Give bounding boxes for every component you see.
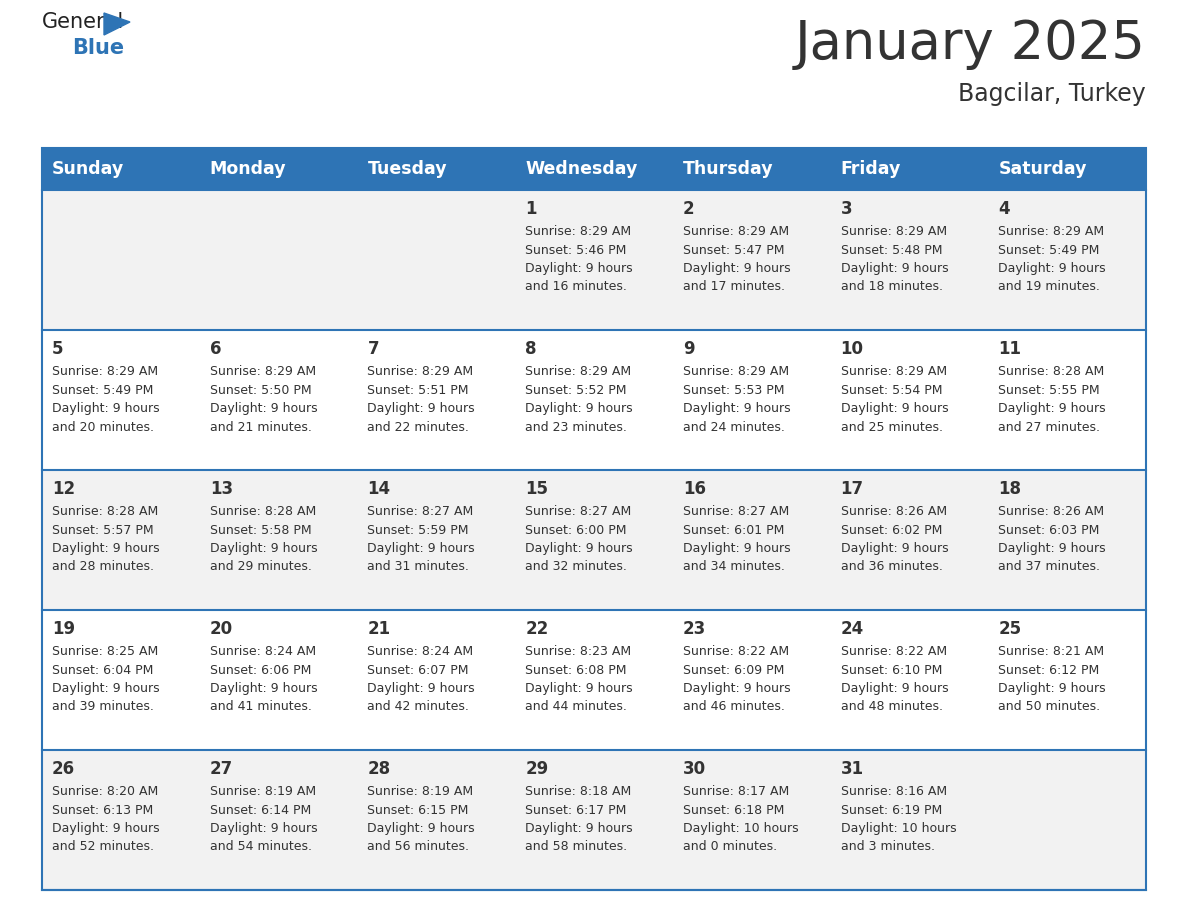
Text: Sunrise: 8:24 AM
Sunset: 6:07 PM
Daylight: 9 hours
and 42 minutes.: Sunrise: 8:24 AM Sunset: 6:07 PM Dayligh…: [367, 645, 475, 713]
Text: Sunrise: 8:29 AM
Sunset: 5:50 PM
Daylight: 9 hours
and 21 minutes.: Sunrise: 8:29 AM Sunset: 5:50 PM Dayligh…: [210, 365, 317, 433]
Text: 28: 28: [367, 760, 391, 778]
Text: 8: 8: [525, 340, 537, 358]
Text: General: General: [42, 12, 125, 32]
Text: Sunrise: 8:29 AM
Sunset: 5:49 PM
Daylight: 9 hours
and 19 minutes.: Sunrise: 8:29 AM Sunset: 5:49 PM Dayligh…: [998, 225, 1106, 294]
Bar: [830, 148, 988, 190]
Text: Tuesday: Tuesday: [367, 160, 447, 178]
Text: 25: 25: [998, 620, 1022, 638]
Text: 21: 21: [367, 620, 391, 638]
Text: Sunrise: 8:27 AM
Sunset: 6:01 PM
Daylight: 9 hours
and 34 minutes.: Sunrise: 8:27 AM Sunset: 6:01 PM Dayligh…: [683, 505, 790, 574]
Bar: [358, 148, 516, 190]
Text: Sunrise: 8:29 AM
Sunset: 5:52 PM
Daylight: 9 hours
and 23 minutes.: Sunrise: 8:29 AM Sunset: 5:52 PM Dayligh…: [525, 365, 633, 433]
Text: January 2025: January 2025: [795, 18, 1146, 70]
Bar: [42, 148, 1146, 890]
Text: 1: 1: [525, 200, 537, 218]
Text: 13: 13: [210, 480, 233, 498]
Text: Sunrise: 8:20 AM
Sunset: 6:13 PM
Daylight: 9 hours
and 52 minutes.: Sunrise: 8:20 AM Sunset: 6:13 PM Dayligh…: [52, 785, 159, 854]
Text: Sunrise: 8:28 AM
Sunset: 5:55 PM
Daylight: 9 hours
and 27 minutes.: Sunrise: 8:28 AM Sunset: 5:55 PM Dayligh…: [998, 365, 1106, 433]
Text: Sunrise: 8:16 AM
Sunset: 6:19 PM
Daylight: 10 hours
and 3 minutes.: Sunrise: 8:16 AM Sunset: 6:19 PM Dayligh…: [841, 785, 956, 854]
Text: 24: 24: [841, 620, 864, 638]
Text: 27: 27: [210, 760, 233, 778]
Text: 19: 19: [52, 620, 75, 638]
Text: 22: 22: [525, 620, 549, 638]
Text: Sunday: Sunday: [52, 160, 125, 178]
Text: 31: 31: [841, 760, 864, 778]
Text: Sunrise: 8:22 AM
Sunset: 6:10 PM
Daylight: 9 hours
and 48 minutes.: Sunrise: 8:22 AM Sunset: 6:10 PM Dayligh…: [841, 645, 948, 713]
Bar: [42, 470, 1146, 610]
Text: 4: 4: [998, 200, 1010, 218]
Text: Sunrise: 8:28 AM
Sunset: 5:57 PM
Daylight: 9 hours
and 28 minutes.: Sunrise: 8:28 AM Sunset: 5:57 PM Dayligh…: [52, 505, 159, 574]
Text: Sunrise: 8:22 AM
Sunset: 6:09 PM
Daylight: 9 hours
and 46 minutes.: Sunrise: 8:22 AM Sunset: 6:09 PM Dayligh…: [683, 645, 790, 713]
Text: Bagcilar, Turkey: Bagcilar, Turkey: [959, 82, 1146, 106]
Text: Sunrise: 8:19 AM
Sunset: 6:15 PM
Daylight: 9 hours
and 56 minutes.: Sunrise: 8:19 AM Sunset: 6:15 PM Dayligh…: [367, 785, 475, 854]
Text: 10: 10: [841, 340, 864, 358]
Text: Sunrise: 8:27 AM
Sunset: 5:59 PM
Daylight: 9 hours
and 31 minutes.: Sunrise: 8:27 AM Sunset: 5:59 PM Dayligh…: [367, 505, 475, 574]
Text: 20: 20: [210, 620, 233, 638]
Text: Sunrise: 8:21 AM
Sunset: 6:12 PM
Daylight: 9 hours
and 50 minutes.: Sunrise: 8:21 AM Sunset: 6:12 PM Dayligh…: [998, 645, 1106, 713]
Text: 9: 9: [683, 340, 695, 358]
Text: 14: 14: [367, 480, 391, 498]
Bar: [42, 190, 1146, 330]
Polygon shape: [105, 13, 129, 35]
Text: Wednesday: Wednesday: [525, 160, 638, 178]
Text: Friday: Friday: [841, 160, 901, 178]
Text: 6: 6: [210, 340, 221, 358]
Bar: [42, 330, 1146, 470]
Bar: [516, 148, 672, 190]
Text: Sunrise: 8:28 AM
Sunset: 5:58 PM
Daylight: 9 hours
and 29 minutes.: Sunrise: 8:28 AM Sunset: 5:58 PM Dayligh…: [210, 505, 317, 574]
Text: 15: 15: [525, 480, 548, 498]
Bar: [42, 610, 1146, 750]
Text: 3: 3: [841, 200, 852, 218]
Text: Sunrise: 8:29 AM
Sunset: 5:51 PM
Daylight: 9 hours
and 22 minutes.: Sunrise: 8:29 AM Sunset: 5:51 PM Dayligh…: [367, 365, 475, 433]
Text: 17: 17: [841, 480, 864, 498]
Bar: [42, 148, 200, 190]
Text: Sunrise: 8:19 AM
Sunset: 6:14 PM
Daylight: 9 hours
and 54 minutes.: Sunrise: 8:19 AM Sunset: 6:14 PM Dayligh…: [210, 785, 317, 854]
Text: Sunrise: 8:26 AM
Sunset: 6:02 PM
Daylight: 9 hours
and 36 minutes.: Sunrise: 8:26 AM Sunset: 6:02 PM Dayligh…: [841, 505, 948, 574]
Text: Sunrise: 8:29 AM
Sunset: 5:47 PM
Daylight: 9 hours
and 17 minutes.: Sunrise: 8:29 AM Sunset: 5:47 PM Dayligh…: [683, 225, 790, 294]
Text: 23: 23: [683, 620, 706, 638]
Text: 5: 5: [52, 340, 63, 358]
Text: Sunrise: 8:23 AM
Sunset: 6:08 PM
Daylight: 9 hours
and 44 minutes.: Sunrise: 8:23 AM Sunset: 6:08 PM Dayligh…: [525, 645, 633, 713]
Text: Sunrise: 8:24 AM
Sunset: 6:06 PM
Daylight: 9 hours
and 41 minutes.: Sunrise: 8:24 AM Sunset: 6:06 PM Dayligh…: [210, 645, 317, 713]
Text: 30: 30: [683, 760, 706, 778]
Text: Sunrise: 8:29 AM
Sunset: 5:53 PM
Daylight: 9 hours
and 24 minutes.: Sunrise: 8:29 AM Sunset: 5:53 PM Dayligh…: [683, 365, 790, 433]
Text: Saturday: Saturday: [998, 160, 1087, 178]
Text: Sunrise: 8:26 AM
Sunset: 6:03 PM
Daylight: 9 hours
and 37 minutes.: Sunrise: 8:26 AM Sunset: 6:03 PM Dayligh…: [998, 505, 1106, 574]
Text: Blue: Blue: [72, 38, 124, 58]
Text: 18: 18: [998, 480, 1022, 498]
Text: Sunrise: 8:17 AM
Sunset: 6:18 PM
Daylight: 10 hours
and 0 minutes.: Sunrise: 8:17 AM Sunset: 6:18 PM Dayligh…: [683, 785, 798, 854]
Bar: [988, 148, 1146, 190]
Text: Thursday: Thursday: [683, 160, 773, 178]
Text: Sunrise: 8:29 AM
Sunset: 5:46 PM
Daylight: 9 hours
and 16 minutes.: Sunrise: 8:29 AM Sunset: 5:46 PM Dayligh…: [525, 225, 633, 294]
Text: Sunrise: 8:25 AM
Sunset: 6:04 PM
Daylight: 9 hours
and 39 minutes.: Sunrise: 8:25 AM Sunset: 6:04 PM Dayligh…: [52, 645, 159, 713]
Text: Sunrise: 8:29 AM
Sunset: 5:49 PM
Daylight: 9 hours
and 20 minutes.: Sunrise: 8:29 AM Sunset: 5:49 PM Dayligh…: [52, 365, 159, 433]
Text: Sunrise: 8:18 AM
Sunset: 6:17 PM
Daylight: 9 hours
and 58 minutes.: Sunrise: 8:18 AM Sunset: 6:17 PM Dayligh…: [525, 785, 633, 854]
Bar: [42, 750, 1146, 890]
Bar: [200, 148, 358, 190]
Text: 12: 12: [52, 480, 75, 498]
Text: 2: 2: [683, 200, 695, 218]
Text: Monday: Monday: [210, 160, 286, 178]
Text: Sunrise: 8:27 AM
Sunset: 6:00 PM
Daylight: 9 hours
and 32 minutes.: Sunrise: 8:27 AM Sunset: 6:00 PM Dayligh…: [525, 505, 633, 574]
Text: 26: 26: [52, 760, 75, 778]
Text: 29: 29: [525, 760, 549, 778]
Text: Sunrise: 8:29 AM
Sunset: 5:54 PM
Daylight: 9 hours
and 25 minutes.: Sunrise: 8:29 AM Sunset: 5:54 PM Dayligh…: [841, 365, 948, 433]
Text: Sunrise: 8:29 AM
Sunset: 5:48 PM
Daylight: 9 hours
and 18 minutes.: Sunrise: 8:29 AM Sunset: 5:48 PM Dayligh…: [841, 225, 948, 294]
Bar: [672, 148, 830, 190]
Text: 11: 11: [998, 340, 1022, 358]
Text: 7: 7: [367, 340, 379, 358]
Text: 16: 16: [683, 480, 706, 498]
